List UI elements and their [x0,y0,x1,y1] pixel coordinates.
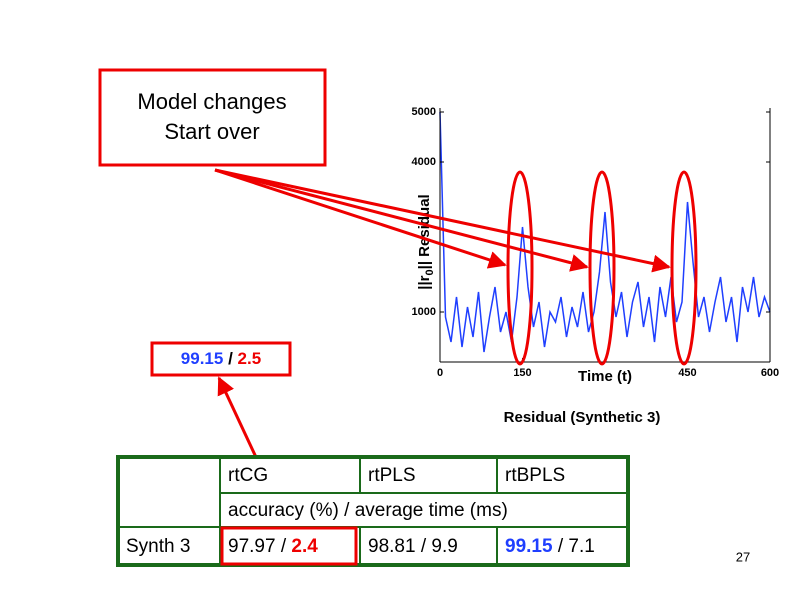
time: 7.1 [568,536,594,557]
callout-box [98,68,327,167]
y-tick-label: 1000 [412,306,436,318]
chart: 1000 4000 5000 0 150 450 600 Time (t) Residual (… [412,106,780,426]
table-header: rtPLS [368,465,416,486]
table-cell: 97.97 / 2.4 [228,536,318,557]
table-cell: 98.81 / 9.9 [368,536,458,557]
cell-highlight [220,526,358,566]
y-label-part: || Residual [416,194,433,269]
time: 9.9 [431,536,457,557]
separator: / [421,536,427,557]
result-text: 99.15 / 2.5 [181,349,261,368]
y-tick-label: 4000 [412,156,436,168]
separator: / [228,349,233,368]
page-number: 27 [736,549,750,564]
highlight-ellipse [506,170,534,366]
accuracy: 99.15 [505,536,553,557]
x-tick-label: 0 [437,367,443,379]
table-header: rtBPLS [505,465,565,486]
table-border [116,455,630,567]
arrow [214,168,671,273]
highlight-ellipse [588,170,616,366]
accuracy: 98.81 [368,536,416,557]
highlights [214,168,698,531]
accuracy: 99.15 [181,349,224,368]
highlight-ellipse [670,170,698,366]
table: rtCG rtPLS rtBPLS accuracy (%) / average… [116,455,630,567]
table-header: rtCG [228,465,268,486]
accuracy: 97.97 [228,536,276,557]
row-label: Synth 3 [126,536,190,557]
y-label-part: ||r [416,275,433,289]
arrow [214,168,589,272]
x-tick-label: 600 [761,367,779,379]
result-box [150,341,292,377]
x-axis-label: Time (t) [578,368,632,385]
y-tick-label: 5000 [412,106,436,118]
separator: / [558,536,564,557]
table-cell: 99.15 / 7.1 [505,536,595,557]
time: 2.5 [238,349,262,368]
residual-line [439,111,771,353]
chart-title: Residual (Synthetic 3) [504,409,661,426]
callout-text: Start over [164,119,259,144]
x-tick-label: 450 [678,367,696,379]
table-lines [118,457,628,565]
arrow [214,168,507,269]
x-tick-label: 150 [513,367,531,379]
separator: / [281,536,287,557]
callout-text: Model changes [137,89,286,114]
y-label-sub: 0 [424,269,436,275]
table-subheader: accuracy (%) / average time (ms) [228,500,508,521]
time: 2.4 [291,536,318,557]
